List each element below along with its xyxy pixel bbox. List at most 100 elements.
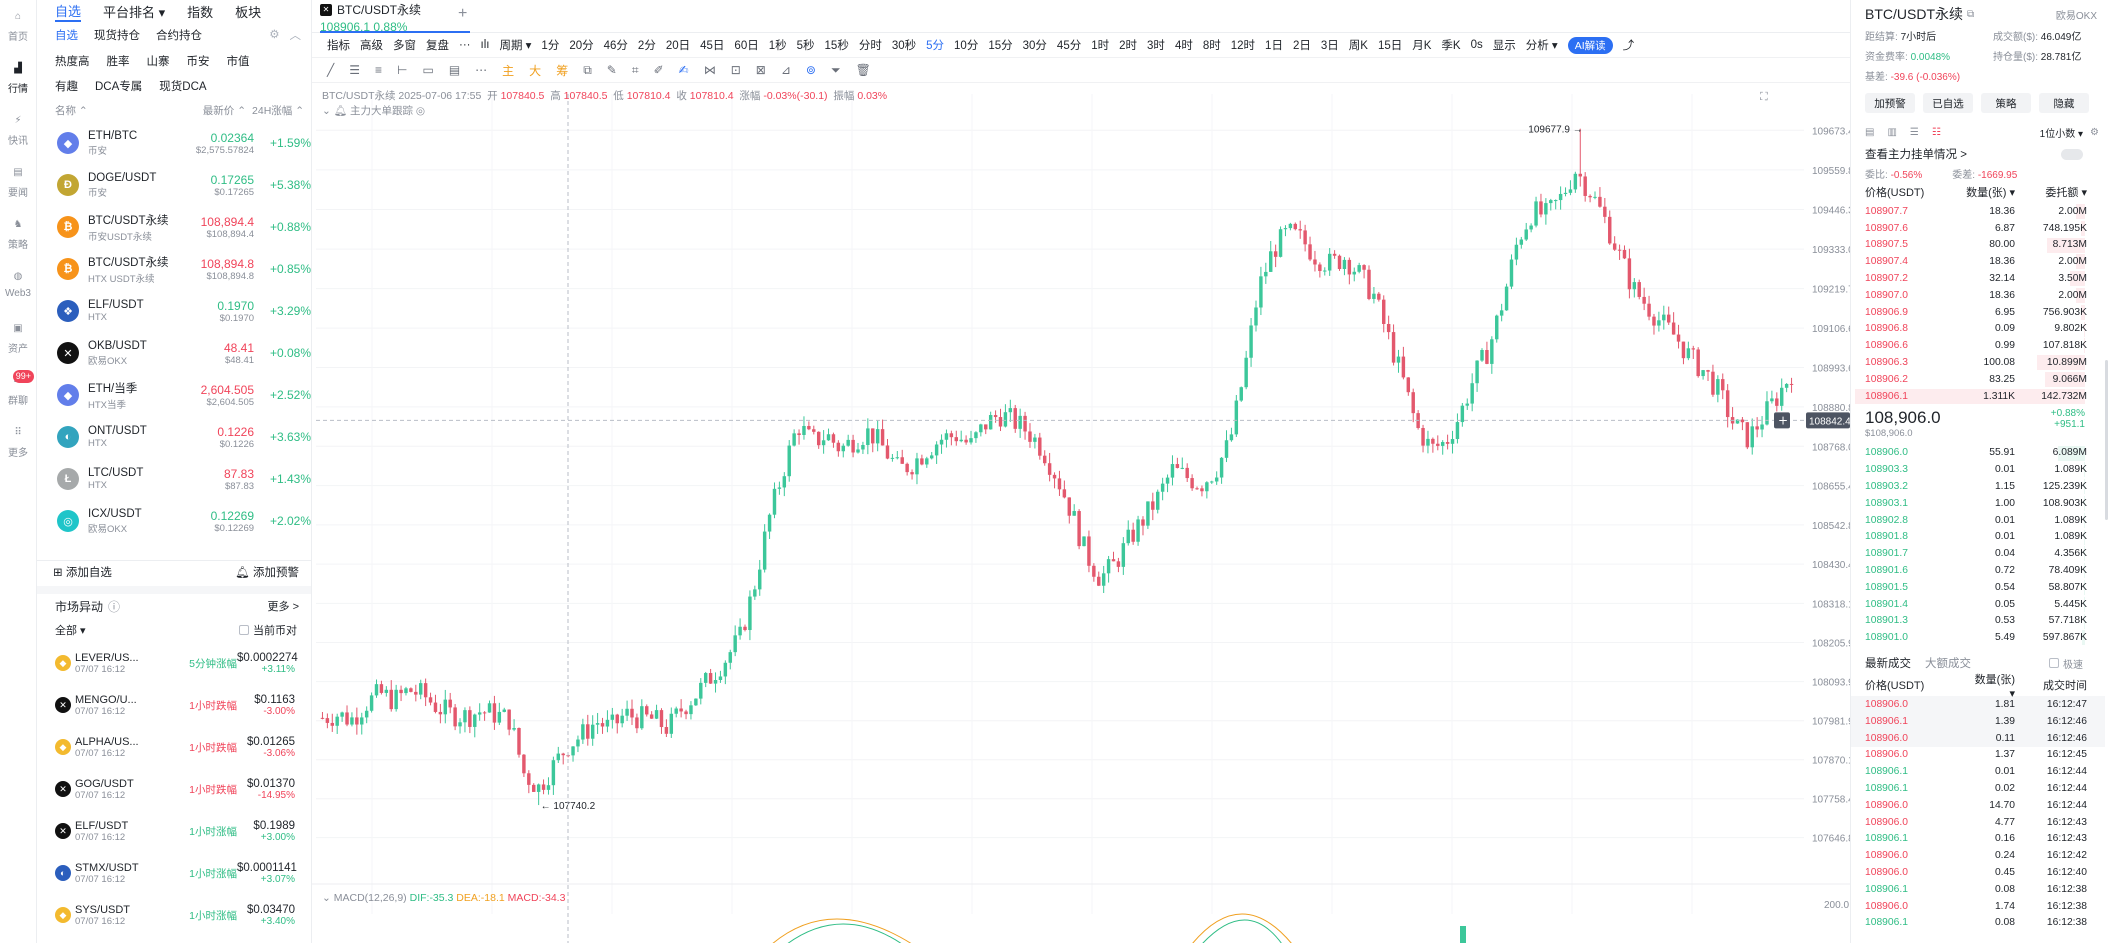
toolbar-item-25[interactable]: 2时 <box>1119 40 1138 52</box>
rect-tool-icon[interactable]: ▭ <box>422 63 434 77</box>
ask-row[interactable]: 108907.6 6.87 748.195K <box>1851 220 2105 237</box>
toolbar-item-28[interactable]: 8时 <box>1202 40 1221 52</box>
edit-tool-icon[interactable]: ⊿ <box>780 63 791 77</box>
toolbar-item-2[interactable]: 多窗 <box>393 40 416 52</box>
bid-row[interactable]: 108903.2 1.15 125.239K <box>1851 478 2105 495</box>
depth-toggle[interactable] <box>2061 148 2083 160</box>
toolbar-item-8[interactable]: 20分 <box>569 40 594 52</box>
toolbar-item-10[interactable]: 2分 <box>637 40 656 52</box>
watchlist-row[interactable]: ◆ ETH/当季 HTX当季 2,604.505 $2,604.505 +2.52% <box>37 374 311 416</box>
ask-row[interactable]: 108907.4 18.36 2.00M <box>1851 253 2105 270</box>
action-button-1[interactable]: 已自选 <box>1923 93 1973 113</box>
current-pair-checkbox[interactable]: 当前币对 <box>239 622 297 638</box>
market-move-row[interactable]: ◆ LEVER/US... 07/07 16:12 5分钟涨幅 $0.0002274 +3… <box>37 642 311 684</box>
bid-row[interactable]: 108903.1 1.00 108.903K <box>1851 495 2105 512</box>
trades-col-qty[interactable]: 数量(张) ▾ <box>1974 673 2015 700</box>
watchlist-row[interactable]: ✕ OKB/USDT 欧易OKX 48.41 $48.41 +0.08% <box>37 332 311 374</box>
toolbar-item-23[interactable]: 45分 <box>1056 40 1082 52</box>
top-tab-0[interactable]: 自选 <box>55 1 82 22</box>
large-trades-tab[interactable]: 大额成交 <box>1925 658 1971 671</box>
toolbar-item-0[interactable]: 指标 <box>327 40 350 52</box>
rail-item-1[interactable]: ▟ 行情 <box>0 60 36 104</box>
ask-row[interactable]: 108906.8 0.09 9.802K <box>1851 321 2105 338</box>
add-watch-button[interactable]: ⊞ 添加自选 <box>53 566 112 579</box>
depth-link[interactable]: 查看主力挂单情况 > <box>1865 149 1967 161</box>
trendline-tool-icon[interactable]: ╱ <box>327 63 335 77</box>
ob-col-total[interactable]: 委托额 ▾ <box>2045 187 2087 199</box>
rail-item-0[interactable]: ⌂ 首页 <box>0 8 36 52</box>
crop-tool-icon[interactable]: ⌗ <box>631 62 639 77</box>
toolbar-item-31[interactable]: 2日 <box>1292 40 1311 52</box>
toolbar-item-12[interactable]: 45日 <box>700 40 725 52</box>
collapse-icon[interactable]: ︿ <box>289 30 302 42</box>
book-bids-icon[interactable]: ▥ <box>1887 126 1897 138</box>
bid-row[interactable]: 108901.7 0.04 4.356K <box>1851 545 2105 562</box>
toolbar-item-9[interactable]: 46分 <box>603 40 628 52</box>
pencil-tool-icon[interactable]: ✐ <box>653 63 664 77</box>
bid-row[interactable]: 108901.5 0.54 58.807K <box>1851 579 2105 596</box>
ai-analysis-button[interactable]: AI解读 <box>1567 36 1613 54</box>
main-force-icon[interactable]: 主 <box>502 63 515 78</box>
category-tab[interactable]: 市值 <box>226 55 250 68</box>
settings-icon[interactable]: ⚙ <box>269 29 280 41</box>
toolbar-item-20[interactable]: 10分 <box>954 40 979 52</box>
toolbar-item-39[interactable]: 分析 ▾ <box>1525 40 1558 52</box>
indicator-label[interactable]: 主力大单跟踪 <box>350 105 413 117</box>
bid-row[interactable]: 108901.4 0.05 5.445K <box>1851 596 2105 613</box>
toolbar-item-14[interactable]: 1秒 <box>768 40 787 52</box>
fib-tool-icon[interactable]: ▤ <box>448 63 461 77</box>
toolbar-item-18[interactable]: 30秒 <box>891 40 917 52</box>
market-move-row[interactable]: ◆ SYS/USDT 07/07 16:12 1小时涨幅 $0.03470 +3.40% <box>37 894 311 936</box>
toolbar-item-27[interactable]: 4时 <box>1174 40 1193 52</box>
add-alert-button[interactable]: 🔔︎ 添加预警 <box>235 564 299 580</box>
ray-tool-icon[interactable]: ⊢ <box>397 63 408 77</box>
add-line-button[interactable] <box>1774 412 1790 429</box>
toolbar-item-29[interactable]: 12时 <box>1230 40 1256 52</box>
plus-icon[interactable]: + <box>1778 413 1788 427</box>
settings-icon[interactable]: ⚙ <box>2090 126 2099 138</box>
watchlist-row[interactable]: Ł LTC/USDT HTX 87.83 $87.83 +1.43% <box>37 458 311 500</box>
toolbar-item-3[interactable]: 复盘 <box>426 40 449 52</box>
fullscreen-icon[interactable]: ⛶ <box>1760 90 1768 103</box>
watchlist-row[interactable]: ₿ BTC/USDT永续 币安USDT永续 108,894.4 $108,894.4 +0… <box>37 206 311 248</box>
ask-row[interactable]: 108907.2 32.14 3.50M <box>1851 270 2105 287</box>
action-button-0[interactable]: 加预警 <box>1865 93 1915 113</box>
compare-tool-icon[interactable]: ⧉ <box>583 62 592 77</box>
toolbar-item-35[interactable]: 月K <box>1412 40 1432 52</box>
rail-item-6[interactable]: ▣ 资产 <box>0 320 36 364</box>
help-icon[interactable]: ⓘ <box>108 599 121 614</box>
measure-tool-icon[interactable]: ⊠ <box>755 63 766 77</box>
book-both-icon[interactable]: ▤ <box>1865 126 1875 138</box>
pattern-tool-icon[interactable]: ⋈ <box>703 63 716 77</box>
collapse-icon[interactable]: ⌄ <box>322 892 331 904</box>
toolbar-item-19[interactable]: 5分 <box>926 40 945 52</box>
toolbar-item-33[interactable]: 周K <box>1348 40 1368 52</box>
bid-row[interactable]: 108903.3 0.01 1.089K <box>1851 461 2105 478</box>
rail-item-2[interactable]: ⚡ 快讯 <box>0 112 36 156</box>
sub-tab-1[interactable]: 现货持仓 <box>94 30 140 42</box>
text-tool-icon[interactable]: ⋯ <box>475 63 488 77</box>
rail-item-5[interactable]: ◍ Web3 <box>0 268 36 312</box>
bid-row[interactable]: 108902.8 0.01 1.089K <box>1851 512 2105 529</box>
sub-tab-2[interactable]: 合约持仓 <box>156 30 202 42</box>
watchlist-row[interactable]: ◎ ICX/USDT 欧易OKX 0.12269 $0.12269 +2.02% <box>37 500 311 542</box>
ask-row[interactable]: 108906.6 0.99 107.818K <box>1851 337 2105 354</box>
market-move-row[interactable]: ✕ ELF/USDT 07/07 16:12 1小时涨幅 $0.1989 +3.00% <box>37 810 311 852</box>
ask-row[interactable]: 108906.2 83.25 9.066M <box>1851 371 2105 388</box>
market-filter-select[interactable]: 全部 ▾ <box>55 625 86 637</box>
chart-tab[interactable]: ✕ BTC/USDT永续 108906.1 0.88% <box>320 0 470 34</box>
bid-row[interactable]: 108901.3 0.53 57.718K <box>1851 613 2105 630</box>
collapse-icon[interactable]: ⌄ <box>322 105 331 117</box>
candlestick-chart[interactable]: 109673.4 109559.8 109446.3 109333.0 109219.7… <box>312 84 1850 943</box>
macd-label[interactable]: MACD(12,26,9) <box>333 892 407 904</box>
toolbar-item-7[interactable]: 1分 <box>541 40 560 52</box>
trash-icon[interactable]: 🗑︎ <box>855 63 871 77</box>
toolbar-item-30[interactable]: 1日 <box>1265 40 1283 52</box>
eye-icon[interactable]: ◎ <box>415 105 426 117</box>
share-icon[interactable]: ⤴ <box>1622 40 1635 52</box>
watchlist-row[interactable]: ◆ ETH/BTC 币安 0.02364 $2,575.57824 +1.59% <box>37 122 311 164</box>
col-change[interactable]: 24H涨幅 ⌃ <box>252 104 304 117</box>
bid-row[interactable]: 108901.8 0.01 1.089K <box>1851 529 2105 546</box>
bid-row[interactable]: 108901.0 5.49 597.867K <box>1851 629 2105 646</box>
